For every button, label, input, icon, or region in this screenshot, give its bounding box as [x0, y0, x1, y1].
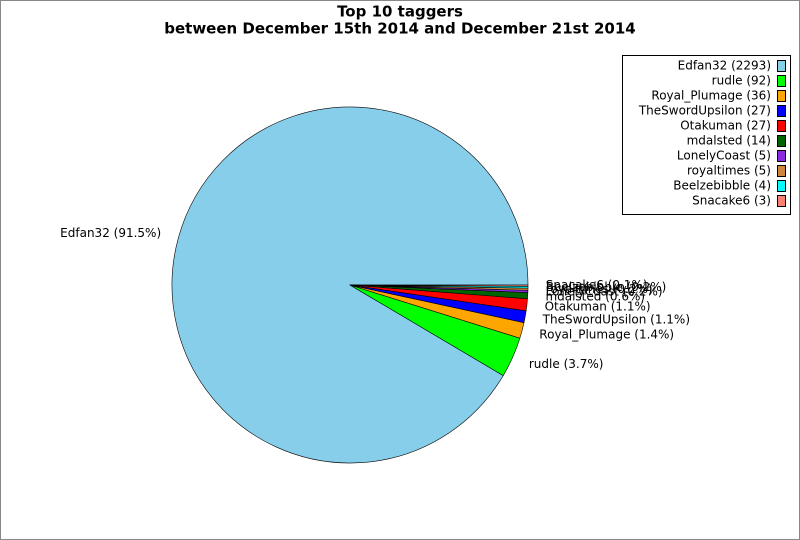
legend-label: Royal_Plumage (36) — [651, 89, 771, 103]
slice-label: rudle (3.7%) — [529, 357, 604, 371]
slice-label: royaltimes (0.2%) — [546, 282, 653, 296]
legend-swatch — [777, 60, 786, 72]
legend-swatch — [777, 150, 786, 162]
slice-label: Edfan32 (91.5%) — [60, 226, 161, 240]
slice-label: mdalsted (0.6%) — [545, 289, 645, 303]
legend-label: Otakuman (27) — [680, 119, 771, 133]
slice-label: Royal_Plumage (1.4%) — [539, 328, 674, 342]
slice-label: Beelzebibble (0.2%) — [546, 280, 667, 294]
legend-swatch — [777, 180, 786, 192]
legend-label: mdalsted (14) — [687, 134, 771, 148]
legend-label: Beelzebibble (4) — [673, 179, 771, 193]
legend: Edfan32 (2293)rudle (92)Royal_Plumage (3… — [622, 55, 791, 215]
legend-label: royaltimes (5) — [687, 164, 771, 178]
legend-label: rudle (92) — [712, 74, 771, 88]
slice-label: Snacake6 (0.1%) — [546, 278, 648, 292]
legend-swatch — [777, 90, 786, 102]
chart-title: Top 10 taggers — [337, 3, 463, 21]
legend-swatch — [777, 195, 786, 207]
legend-swatch — [777, 165, 786, 177]
legend-swatch — [777, 75, 786, 87]
legend-swatch — [777, 120, 786, 132]
legend-label: Edfan32 (2293) — [678, 59, 771, 73]
chart-subtitle: between December 15th 2014 and December … — [164, 20, 636, 38]
legend-swatch — [777, 105, 786, 117]
pie-slice — [349, 284, 529, 287]
slice-label: Otakuman (1.1%) — [545, 299, 651, 313]
legend-label: LonelyCoast (5) — [677, 149, 771, 163]
legend-label: Snacake6 (3) — [692, 194, 771, 208]
legend-box — [622, 55, 791, 215]
slice-label: LonelyCoast (0.2%) — [546, 285, 663, 299]
legend-label: TheSwordUpsilon (27) — [638, 104, 771, 118]
slice-label: TheSwordUpsilon (1.1%) — [542, 312, 690, 326]
legend-swatch — [777, 135, 786, 147]
pie: Edfan32 (91.5%) rudle (3.7%) Royal_Plumage… — [60, 106, 690, 464]
